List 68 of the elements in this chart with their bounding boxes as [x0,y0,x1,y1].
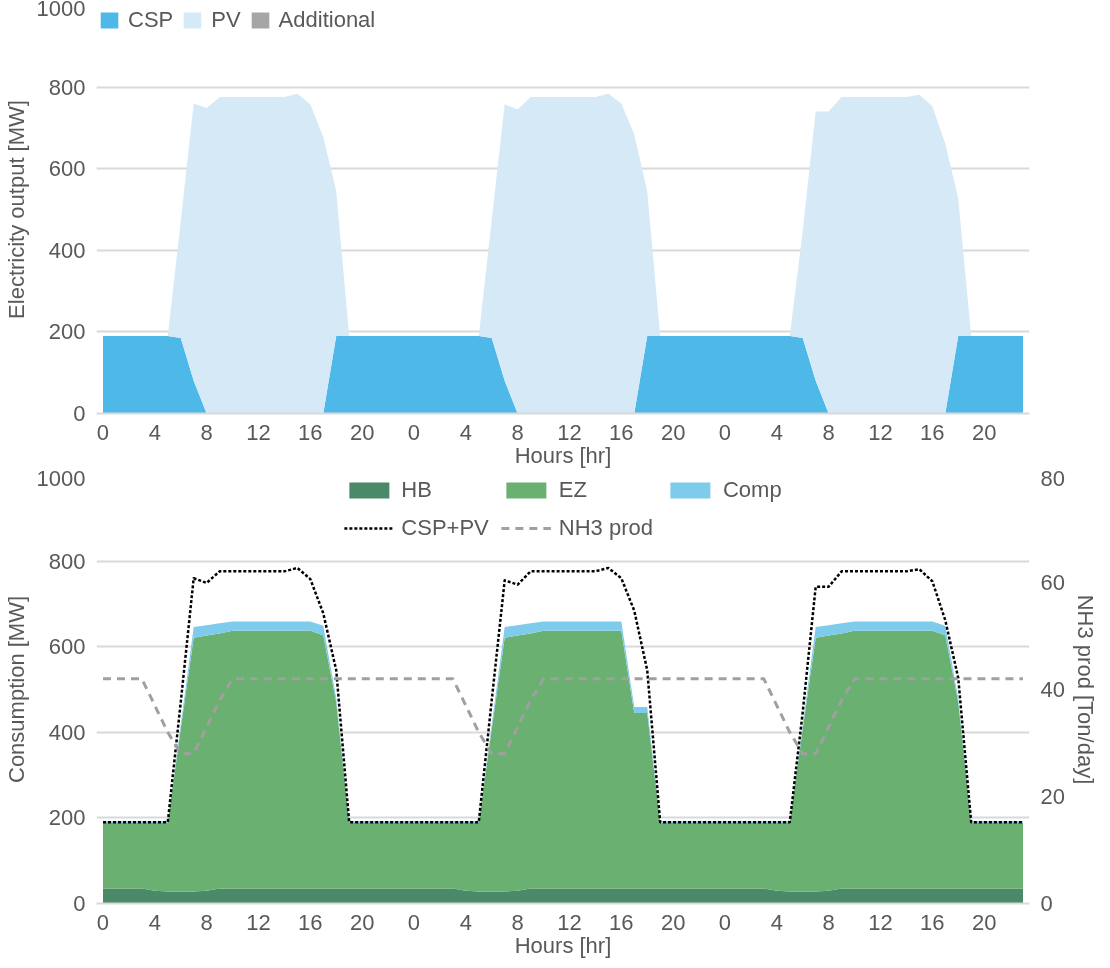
x-tick-label: 4 [770,909,783,935]
x-tick-label: 0 [718,909,732,935]
y-axis-title: Consumption [MW] [3,595,29,784]
legend-label: EZ [558,477,587,503]
x-tick-label: 12 [868,419,893,445]
x-tick-label: 8 [511,909,524,935]
y2-tick-label: 0 [1040,891,1053,916]
x-tick-label: 20 [660,419,686,445]
x-tick-label: 16 [609,419,634,445]
legend-label: NH3 prod [558,515,653,541]
y2-tick-label: 80 [1040,465,1065,491]
x-axis-title: Hours [hr] [514,442,612,468]
x-tick-label: 4 [770,419,783,445]
x-tick-label: 20 [349,909,375,935]
x-tick-label: 4 [459,909,472,935]
y-axis-title: Electricity output [MW] [3,100,29,319]
x-tick-label: 0 [96,419,110,445]
x-tick-label: 12 [557,909,582,935]
x-tick-label: 8 [200,419,213,445]
y2-tick-label: 40 [1040,677,1065,702]
line-series [101,566,1025,824]
y-tick-label: 1000 [36,0,86,21]
x-axis-title: Hours [hr] [514,932,612,958]
x-tick-label: 0 [718,419,732,445]
x-tick-label: 16 [298,909,323,935]
x-tick-label: 12 [246,909,271,935]
y2-tick-label: 60 [1040,570,1065,595]
x-tick-label: 16 [609,909,634,935]
x-tick-label: 20 [971,419,997,445]
y-tick-label: 400 [48,719,86,745]
y-tick-label: 200 [48,805,86,831]
x-tick-label: 20 [349,419,375,445]
x-tick-label: 0 [407,909,421,935]
x-tick-label: 20 [971,909,997,935]
x-tick-label: 16 [920,909,945,935]
x-tick-label: 12 [868,909,893,935]
x-tick-label: 16 [920,419,945,445]
x-tick-label: 4 [148,909,161,935]
y-tick-label: 1000 [36,465,86,491]
legend-label: CSP+PV [401,515,489,541]
y-tick-label: 200 [48,319,86,345]
x-tick-label: 12 [557,419,582,445]
x-tick-label: 4 [148,419,161,445]
legend-label: HB [401,477,432,503]
x-tick-label: 0 [407,419,421,445]
y-tick-label: 600 [48,634,86,660]
x-tick-label: 8 [200,909,213,935]
legend-label: PV [211,7,241,33]
y2-tick-label: 20 [1040,784,1065,809]
x-tick-label: 4 [459,419,472,445]
x-tick-label: 8 [511,419,524,445]
y-tick-label: 0 [73,891,86,916]
line-series [101,677,1025,756]
x-tick-label: 20 [660,909,686,935]
x-tick-label: 0 [96,909,110,935]
y-tick-label: 800 [48,548,86,574]
y-tick-label: 600 [48,156,86,182]
legend-label: Additional [278,7,376,33]
x-tick-label: 8 [822,419,835,445]
legend-label: CSP [128,7,174,33]
x-tick-label: 16 [298,419,323,445]
legend-label: Comp [722,477,782,503]
x-tick-label: 8 [822,909,835,935]
y-tick-label: 400 [48,237,86,263]
x-tick-label: 12 [246,419,271,445]
y-tick-label: 0 [73,401,86,426]
y-tick-label: 800 [48,74,86,100]
y2-axis-title: NH3 prod [Ton/day] [1072,594,1098,785]
